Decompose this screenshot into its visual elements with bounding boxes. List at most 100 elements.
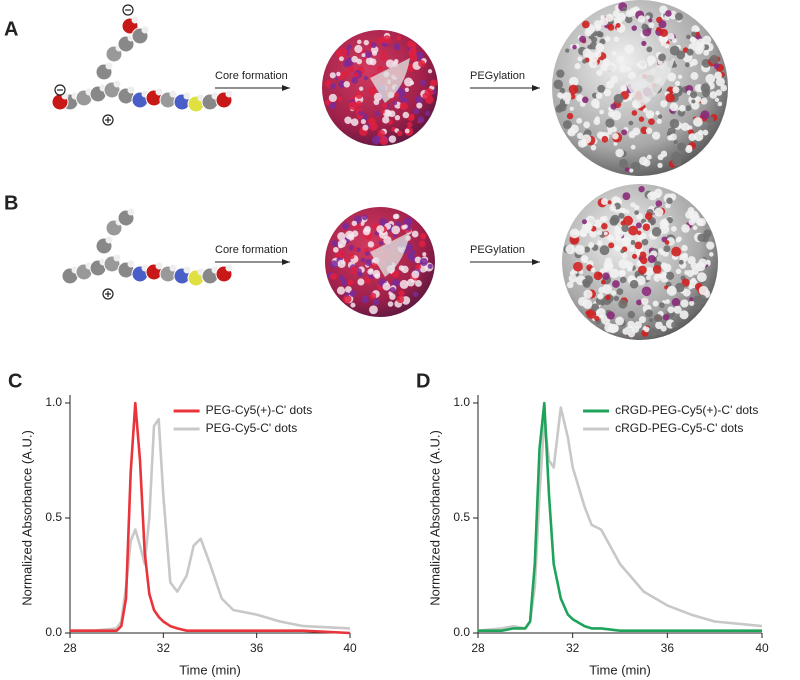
atom (619, 64, 628, 73)
x-axis-title: Time (min) (589, 662, 651, 677)
atom (713, 62, 720, 69)
atom (593, 271, 603, 281)
atom (667, 72, 677, 82)
atom (419, 257, 428, 267)
atom (355, 100, 363, 107)
atom (627, 96, 633, 101)
atom (687, 125, 693, 131)
atom (688, 133, 697, 141)
atom (420, 79, 427, 86)
dye (625, 58, 675, 108)
atom (672, 86, 680, 94)
atom (694, 83, 704, 93)
atom (614, 245, 621, 252)
atom (663, 245, 671, 253)
atom (403, 217, 413, 227)
atom (325, 99, 332, 106)
atom (616, 55, 625, 64)
atom (688, 219, 695, 226)
atom (665, 93, 675, 103)
atom (635, 222, 642, 229)
atom (620, 249, 625, 254)
atom (671, 226, 677, 232)
atom (356, 247, 361, 253)
atom (682, 288, 691, 297)
atom (337, 259, 346, 268)
atom (391, 225, 401, 235)
atom (685, 105, 692, 112)
atom (341, 222, 350, 230)
atom (113, 80, 121, 88)
atom (404, 128, 410, 134)
atom (362, 124, 369, 131)
atom (665, 10, 672, 17)
atom (414, 256, 422, 264)
atom (611, 110, 622, 121)
atom (408, 47, 417, 56)
atom (673, 140, 678, 145)
atom (329, 72, 336, 79)
atom (623, 215, 634, 226)
atom (339, 56, 344, 62)
atom (353, 72, 359, 78)
x-tick-label: 32 (157, 641, 171, 655)
atom (415, 264, 422, 270)
x-tick-label: 36 (250, 641, 264, 655)
atom (637, 15, 646, 23)
panel-label: A (4, 18, 18, 40)
atom (641, 297, 649, 305)
atom (417, 116, 425, 123)
atom (406, 121, 413, 128)
atom (667, 127, 676, 135)
atom (662, 313, 670, 321)
atom (607, 200, 612, 205)
atom (605, 118, 615, 128)
atom (603, 231, 608, 236)
atom (183, 266, 191, 274)
atom (565, 244, 576, 255)
atom (612, 280, 620, 288)
atom (659, 34, 669, 44)
atom (671, 246, 682, 257)
atom (640, 126, 649, 135)
atom (654, 207, 664, 217)
atom (697, 233, 706, 242)
atom (328, 93, 337, 103)
atom (645, 309, 653, 318)
atom (600, 198, 608, 206)
atom (600, 279, 606, 285)
atom (350, 265, 359, 275)
atom (369, 305, 378, 315)
panel-label: C (8, 370, 22, 392)
atom (584, 222, 593, 231)
atom (595, 92, 603, 100)
atom (590, 144, 597, 151)
atom (636, 230, 642, 236)
atom (382, 35, 392, 44)
atom (347, 279, 354, 286)
atom (411, 230, 419, 238)
atom (634, 204, 640, 211)
atom (688, 210, 699, 221)
y-tick-label: 0.0 (453, 625, 470, 639)
atom (631, 25, 637, 31)
atom (601, 135, 609, 143)
atom (648, 18, 653, 23)
atom (396, 295, 405, 304)
atom (391, 270, 400, 279)
atom (690, 91, 698, 99)
atom (343, 257, 348, 262)
atom (659, 250, 665, 256)
atom (634, 321, 642, 329)
atom (612, 50, 617, 56)
atom (348, 101, 358, 111)
atom (418, 59, 426, 68)
atom (407, 40, 414, 47)
atom (579, 270, 584, 275)
atom (597, 84, 606, 93)
atom (392, 100, 398, 106)
atom (364, 250, 370, 256)
y-tick-label: 0.5 (453, 510, 470, 524)
atom (665, 202, 671, 209)
atom (691, 99, 696, 104)
